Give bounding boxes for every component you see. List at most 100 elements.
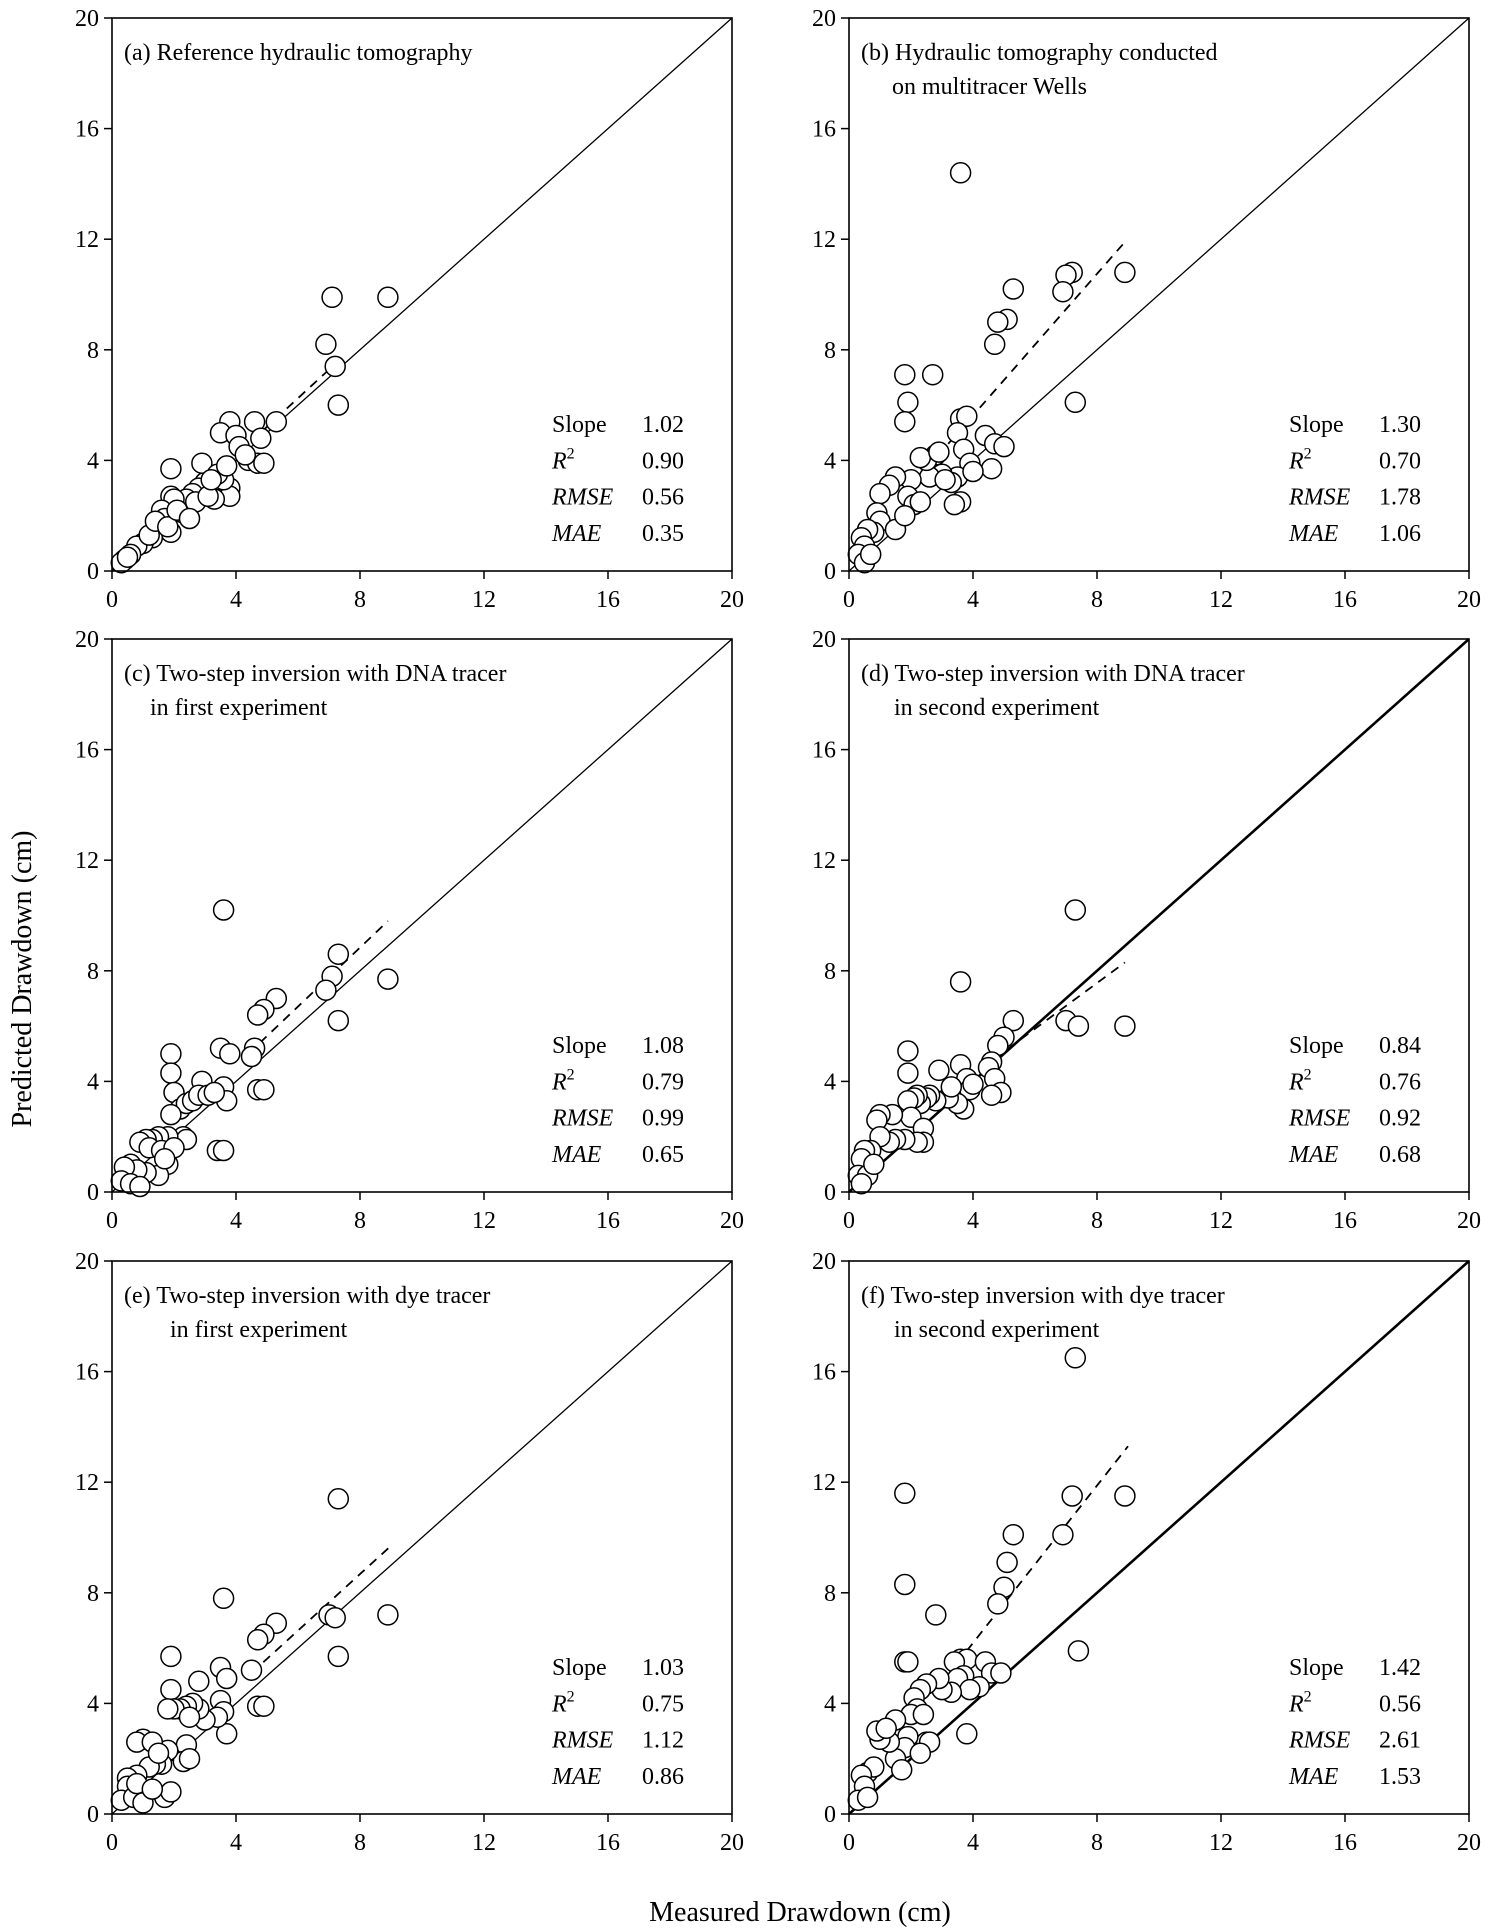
- scatter-point: [191, 452, 213, 474]
- x-tick-label: 8: [1091, 1208, 1103, 1234]
- scatter-point: [894, 1482, 916, 1505]
- scatter-point: [315, 333, 337, 356]
- x-tick-label: 4: [967, 587, 979, 613]
- y-tick-label: 12: [812, 1470, 836, 1496]
- stat-value: 0.56: [642, 485, 684, 511]
- stat-value: 1.08: [642, 1033, 684, 1059]
- stat-label: RMSE: [551, 485, 614, 511]
- stat-value: 0.84: [1379, 1033, 1421, 1059]
- scatter-point: [890, 1759, 913, 1781]
- panel-d: 0 4 8 12 16 20 0 4 8 12 16 20 (d) Two-step inversion…: [812, 627, 1481, 1234]
- stat-label: Slope: [552, 1655, 607, 1681]
- scatter-point: [377, 1604, 399, 1626]
- scatter-point: [240, 1045, 263, 1068]
- y-tick-label: 4: [87, 1069, 99, 1095]
- stat-label-superscript: 2: [567, 1066, 575, 1083]
- scatter-point: [856, 1786, 879, 1809]
- scatter-point: [377, 968, 399, 990]
- x-tick-label: 0: [843, 587, 855, 613]
- scatter-point: [160, 457, 182, 480]
- stat-value: 0.65: [642, 1142, 684, 1168]
- scatter-point: [240, 1659, 263, 1681]
- x-tick-label: 16: [596, 1208, 620, 1234]
- x-tick-label: 12: [472, 1208, 496, 1234]
- scatter-point: [1114, 1015, 1136, 1037]
- y-tick-label: 4: [824, 1691, 836, 1717]
- panel-c: 0 4 8 12 16 20 0 4 8 12 16 20 (c) Two-step inversion…: [75, 627, 744, 1234]
- y-tick-label: 20: [812, 627, 836, 653]
- stat-label-text: R: [551, 1069, 567, 1095]
- scatter-point: [253, 1078, 275, 1101]
- scatter-point: [962, 1073, 984, 1095]
- stat-value: 0.92: [1379, 1106, 1421, 1132]
- panel-title: (d) Two-step inversion with DNA tracer: [861, 661, 1245, 687]
- y-tick-label: 16: [75, 117, 99, 143]
- stat-value: 0.90: [642, 448, 684, 474]
- scatter-point: [894, 1573, 916, 1596]
- panel-title: (c) Two-step inversion with DNA tracer: [124, 661, 506, 687]
- scatter-point: [212, 1587, 235, 1610]
- scatter-point: [869, 482, 891, 505]
- scatter-point: [934, 469, 956, 491]
- stat-label-text: MAE: [1288, 521, 1339, 547]
- scatter-point: [178, 1706, 201, 1728]
- x-tick-label: 16: [1333, 1830, 1357, 1856]
- y-tick-label: 8: [87, 1581, 99, 1607]
- stat-value: 0.70: [1379, 448, 1421, 474]
- scatter-point: [157, 516, 179, 538]
- stat-label: R2: [551, 1066, 575, 1095]
- scatter-point: [1052, 1523, 1074, 1546]
- scatter-point: [324, 355, 346, 378]
- y-tick-label: 8: [87, 959, 99, 985]
- stat-label: Slope: [1289, 1655, 1344, 1681]
- stat-label-text: MAE: [551, 1764, 602, 1790]
- stat-label-superscript: 2: [567, 1688, 575, 1705]
- stat-label-text: MAE: [551, 1142, 602, 1168]
- y-tick-label: 0: [824, 1802, 836, 1828]
- x-tick-label: 20: [720, 1830, 744, 1856]
- x-tick-label: 20: [1457, 1208, 1481, 1234]
- y-tick-label: 0: [824, 559, 836, 585]
- y-tick-label: 4: [824, 448, 836, 474]
- scatter-point: [321, 286, 343, 309]
- scatter-point: [215, 455, 238, 477]
- y-tick-label: 0: [87, 1180, 99, 1206]
- stat-label: RMSE: [1288, 485, 1351, 511]
- y-tick-label: 0: [87, 559, 99, 585]
- x-tick-label: 12: [1209, 1830, 1233, 1856]
- scatter-point: [987, 311, 1009, 333]
- scatter-point: [993, 435, 1015, 458]
- scatter-point: [1114, 261, 1136, 284]
- scatter-point: [1002, 1523, 1025, 1546]
- x-tick-label: 4: [230, 587, 242, 613]
- regression-line: [947, 241, 1126, 445]
- scatter-point: [315, 979, 337, 1001]
- stat-value: 0.68: [1379, 1142, 1421, 1168]
- stat-value: 1.06: [1379, 521, 1421, 547]
- stat-label-text: Slope: [552, 1033, 607, 1059]
- scatter-point: [921, 363, 944, 386]
- panel-title: (f) Two-step inversion with dye tracer: [861, 1283, 1225, 1309]
- scatter-point: [863, 1153, 885, 1176]
- scatter-point: [990, 1662, 1012, 1684]
- plot-frame: [111, 1260, 733, 1815]
- x-tick-label: 12: [1209, 1208, 1233, 1234]
- scatter-point: [160, 1103, 182, 1126]
- plot-frame: [848, 17, 1470, 572]
- y-tick-label: 8: [824, 1581, 836, 1607]
- scatter-point: [983, 333, 1006, 356]
- y-tick-label: 4: [87, 1691, 99, 1717]
- stat-value: 1.42: [1379, 1655, 1421, 1681]
- x-tick-label: 0: [106, 587, 118, 613]
- stat-value: 0.75: [642, 1691, 684, 1717]
- scatter-point: [940, 1076, 963, 1098]
- scatter-point: [897, 391, 919, 414]
- y-tick-label: 20: [75, 1249, 99, 1275]
- panel-title: (b) Hydraulic tomography conducted: [861, 40, 1218, 66]
- plot-frame: [111, 638, 733, 1193]
- stat-label: MAE: [1288, 521, 1339, 547]
- panel-e: 0 4 8 12 16 20 0 4 8 12 16 20 (e) Two-step inversion…: [75, 1249, 744, 1856]
- scatter-point: [160, 1781, 182, 1803]
- x-tick-label: 0: [843, 1208, 855, 1234]
